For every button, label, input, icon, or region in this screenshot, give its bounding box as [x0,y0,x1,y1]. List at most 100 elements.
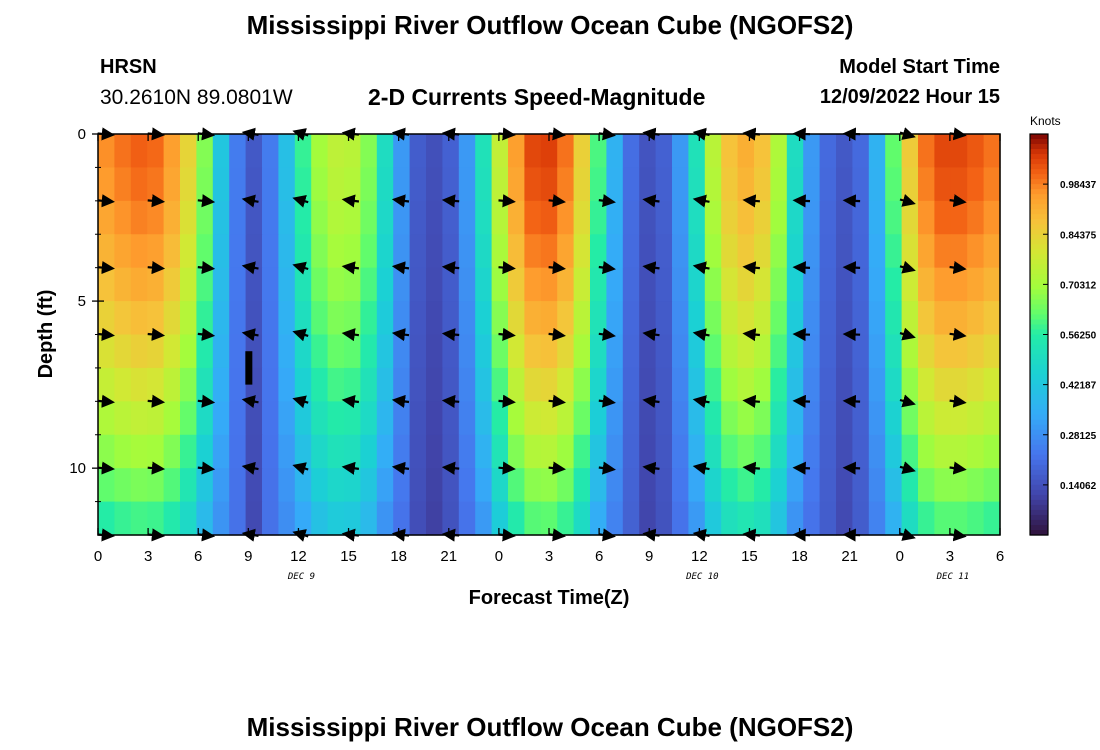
heatmap-cell [426,234,443,269]
current-vector [548,394,566,408]
current-vector [241,261,259,275]
heatmap-cell [836,267,853,302]
current-vector [292,261,309,275]
colorbar-segment [1030,259,1048,265]
heatmap-cell [114,234,132,269]
heatmap-cell [590,367,607,402]
heatmap-cell [573,501,591,536]
heatmap-cell [114,334,132,369]
heatmap-cell [786,267,804,302]
current-vector [341,461,360,475]
heatmap-cell [508,301,525,336]
heatmap-cell [540,301,558,336]
y-tick-label: 5 [78,293,86,310]
heatmap-cell [311,267,329,302]
heatmap-cell [672,468,689,503]
heatmap-cell [98,401,115,436]
heatmap-cell [212,367,230,402]
heatmap-cell [868,134,886,169]
heatmap-cell [426,334,443,369]
heatmap-cell [786,401,804,436]
heatmap-cell [245,301,263,336]
heatmap-cell [278,434,296,469]
current-vector [548,461,566,475]
heatmap-cell [524,434,542,469]
colorbar-segment [1030,414,1048,421]
heatmap-cell [885,267,903,302]
heatmap-cell [262,468,279,503]
heatmap-cell [196,200,214,235]
colorbar-segment [1030,314,1048,321]
heatmap-cell [606,401,624,436]
current-vector [598,461,616,475]
heatmap-cell [803,334,821,369]
heatmap-cell [770,301,788,336]
heatmap-cell [737,468,755,503]
current-vector [949,260,967,275]
heatmap-cell [754,401,771,436]
heatmap-cell [655,167,673,202]
date-label: DEC 11 [936,572,970,582]
heatmap-cell [344,334,361,369]
heatmap-cell [901,301,919,336]
heatmap-cell [327,468,345,503]
heatmap-cell [458,267,476,302]
heatmap-cell [376,200,394,235]
heatmap-cell [475,167,493,202]
heatmap-cell [163,434,181,469]
heatmap-cell [130,334,148,369]
heatmap-cell [770,434,788,469]
heatmap-cell [590,234,607,269]
heatmap-cell [901,501,919,536]
heatmap-cell [770,267,788,302]
heatmap-cell [622,234,640,269]
heatmap-cell [770,134,788,169]
footer-title: Mississippi River Outflow Ocean Cube (NG… [246,712,854,742]
heatmap-cell [950,367,968,402]
heatmap-cell [606,134,624,169]
heatmap-cell [639,200,657,235]
colorbar: Knots 0.98437 0.84375 0.70312 0.56250 0.42187… [1029,114,1097,536]
heatmap-cell [360,434,378,469]
heatmap-cell [508,234,525,269]
heatmap-cell [163,367,181,402]
heatmap-cell [901,468,919,503]
heatmap-cell [967,234,985,269]
heatmap-cell [163,234,181,269]
heatmap-cell [147,301,165,336]
colorbar-segment [1030,524,1048,531]
heatmap-cell [475,301,493,336]
station-id: HRSN [100,56,157,78]
heatmap-cell [639,367,657,402]
heatmap-cell [737,200,755,235]
x-tick-label: 0 [896,548,904,565]
heatmap-cell [294,434,312,469]
colorbar-segment [1030,164,1048,170]
heatmap-cell [442,367,460,402]
heatmap-cell [311,134,329,169]
heatmap-cell [672,167,689,202]
heatmap-cell [393,301,411,336]
current-vector [241,395,259,409]
heatmap-cell [868,401,886,436]
current-vector [792,261,811,275]
current-vector [742,194,760,208]
heatmap-cell [803,267,821,302]
heatmap-cell [885,334,903,369]
heatmap-cell [573,301,591,336]
heatmap-cell [688,468,706,503]
heatmap-cell [360,200,378,235]
heatmap-cell [278,200,296,235]
heatmap-cell [442,234,460,269]
heatmap-cell [885,234,903,269]
colorbar-segment [1030,244,1048,250]
heatmap-cell [983,468,1001,503]
x-tick-label: 18 [791,548,808,565]
heatmap-cell [754,301,771,336]
heatmap-cell [114,134,132,169]
heatmap-cell [590,134,607,169]
heatmap-cell [180,167,197,202]
heatmap-cell [737,501,755,536]
colorbar-segment [1030,199,1048,205]
heatmap-cell [819,434,837,469]
